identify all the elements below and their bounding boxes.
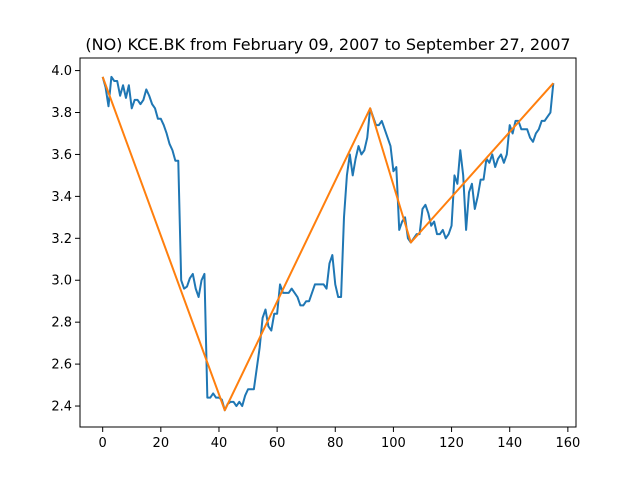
- y-tick-label: 2.8: [51, 316, 72, 331]
- series-line-1: [101, 75, 555, 412]
- y-tick-label: 3.4: [51, 190, 72, 205]
- y-tick-label: 4.0: [51, 64, 72, 79]
- x-tick-label: 40: [211, 436, 228, 451]
- chart-title: (NO) KCE.BK from February 09, 2007 to Se…: [85, 35, 570, 54]
- y-tick-label: 3.2: [51, 232, 72, 247]
- x-tick-label: 0: [99, 436, 107, 451]
- plot-frame: [79, 57, 577, 428]
- x-tick-label: 100: [381, 436, 406, 451]
- y-tick-label: 3.6: [51, 148, 72, 163]
- x-tick-label: 60: [269, 436, 286, 451]
- y-tick-label: 2.4: [51, 400, 72, 415]
- y-axis: 2.4 2.6 2.8 3.0 3.2 3.4 3.6 3.8 4.0: [51, 64, 80, 415]
- x-tick-label: 160: [555, 436, 580, 451]
- x-tick-label: 140: [497, 436, 522, 451]
- x-tick-label: 120: [439, 436, 464, 451]
- y-tick-label: 3.8: [51, 106, 72, 121]
- x-axis: 0 20 40 60 80 100 120 140 160: [99, 427, 580, 451]
- y-tick-label: 2.6: [51, 358, 72, 373]
- plot-lines: [101, 75, 555, 412]
- series-line-2: [101, 76, 555, 412]
- y-tick-label: 3.0: [51, 274, 72, 289]
- x-tick-label: 20: [153, 436, 170, 451]
- x-tick-label: 80: [327, 436, 344, 451]
